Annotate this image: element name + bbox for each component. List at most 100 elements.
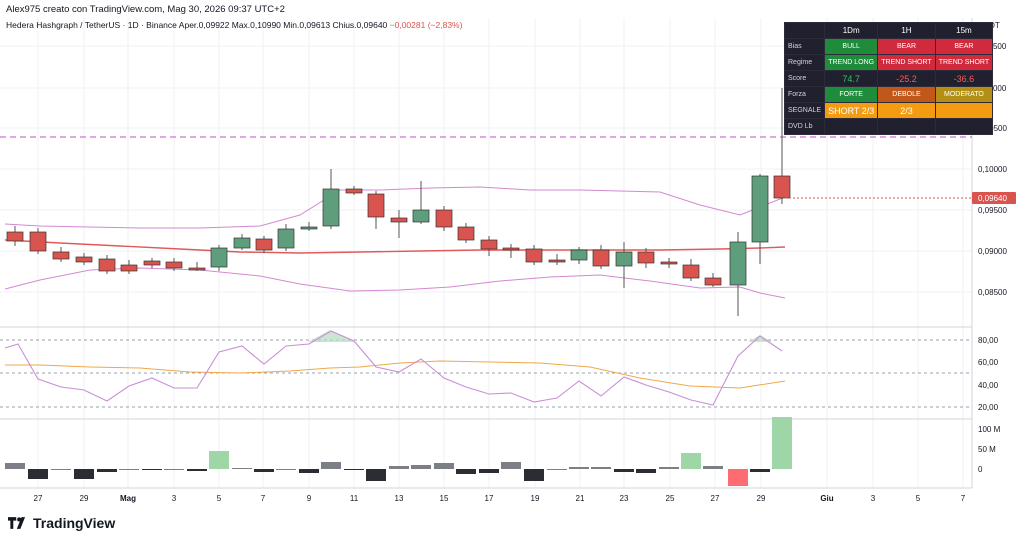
tradingview-logo[interactable]: TradingView [8,515,115,531]
row-label: DVD Lb [783,118,826,135]
volume-bar [591,467,611,469]
table-cell [824,118,879,135]
table-cell: TREND LONG [824,54,879,71]
volume-bar [119,469,139,470]
row-label: Score [783,70,826,87]
candle [98,258,116,272]
volume-bar [187,469,207,471]
candle [300,226,318,230]
volume-bar [164,469,184,470]
candle [322,188,340,227]
candle [751,175,769,243]
moving-average [4,239,786,254]
time-axis-label: 7 [961,494,966,503]
volume-bar [569,467,589,469]
price-axis-label: 0,08500 [978,288,1007,297]
time-axis-label: 5 [916,494,921,503]
volume-bar [772,417,792,469]
candle [52,251,70,260]
overbought-fill [308,330,354,342]
volume-bar [51,469,71,470]
time-axis-label: 13 [395,494,404,503]
table-header-0 [783,22,826,39]
table-row: DVD Lb [783,118,994,135]
table-cell: FORTE [824,86,879,103]
candle [480,239,498,250]
candle [729,241,747,286]
table-cell: TREND SHORT [877,54,936,71]
candle [502,247,520,251]
candle [390,217,408,223]
table-row: Bias BULL BEAR BEAR [783,38,994,55]
table-cell: 74.7 [824,70,879,87]
signal-status-table: 1Dm 1H 15m Bias BULL BEAR BEAR Regime TREND LONG… [783,22,994,135]
chart-caption: Alex975 creato con TradingView.com, Mag … [6,4,285,15]
time-axis-label: 21 [576,494,585,503]
volume-axis-label: 0 [978,465,983,474]
time-axis-label: 29 [757,494,766,503]
ohlc-legend: Hedera Hashgraph / TetherUS · 1D · Binan… [6,20,462,30]
upper-band [4,186,786,229]
volume-bar [659,467,679,469]
volume-bar [614,469,634,472]
time-axis-label: 3 [172,494,177,503]
table-cell [934,102,994,119]
price-axis-label: 0,10500 [978,124,1007,133]
candle [570,249,588,261]
candle [277,228,295,249]
time-axis-label: Mag [120,494,136,503]
time-axis-label: Giu [820,494,833,503]
volume-bar [232,468,252,469]
volume-bar [456,469,476,474]
time-axis-label: 19 [531,494,540,503]
volume-bar [321,462,341,469]
candle [120,264,138,272]
table-cell: MODERATO [934,86,994,103]
volume-bar [366,469,386,481]
volume-bar [547,469,567,470]
volume-bar [524,469,544,481]
table-cell [877,118,936,135]
volume-bar [681,453,701,469]
candle [435,209,453,228]
candle [457,226,475,241]
table-header-2: 1H [877,22,936,39]
table-row: Regime TREND LONG TREND SHORT TREND SHORT [783,54,994,71]
change-value: −0,00281 (−2,83%) [389,20,463,30]
candle [773,175,791,199]
table-cell: SHORT 2/3 [824,102,879,119]
volume-bar [411,465,431,469]
candle [412,209,430,223]
time-axis-label: 9 [307,494,312,503]
oscillator-axis-label: 80,00 [978,336,999,345]
candle [165,261,183,269]
volume-bar [97,469,117,472]
signal-line [5,360,786,389]
time-axis-label: 11 [350,494,359,503]
oscillator-axis-label: 20,00 [978,403,999,412]
candle [637,251,655,264]
table-cell: TREND SHORT [934,54,994,71]
table-cell: -25.2 [877,70,936,87]
table-cell [934,118,994,135]
symbol-name[interactable]: Hedera Hashgraph / TetherUS · 1D · Binan… [6,20,177,30]
candle [367,193,385,218]
time-axis-label: 25 [666,494,675,503]
candle [704,277,722,286]
time-axis-label: 3 [871,494,876,503]
tradingview-logo-icon [8,517,26,529]
time-axis-label: 17 [485,494,494,503]
oscillator-axis-label: 40,00 [978,381,999,390]
brand-name: TradingView [33,515,116,531]
candle [75,256,93,263]
volume-bar [636,469,656,473]
table-row: SEGNALE SHORT 2/3 2/3 [783,102,994,119]
row-label: Bias [783,38,826,55]
time-axis-label: 5 [217,494,222,503]
price-axis-label: 0,09000 [978,247,1007,256]
volume-bar [703,466,723,469]
table-cell: -36.6 [934,70,994,87]
volume-bar [479,469,499,473]
candle [29,231,47,252]
time-axis-label: 27 [34,494,43,503]
